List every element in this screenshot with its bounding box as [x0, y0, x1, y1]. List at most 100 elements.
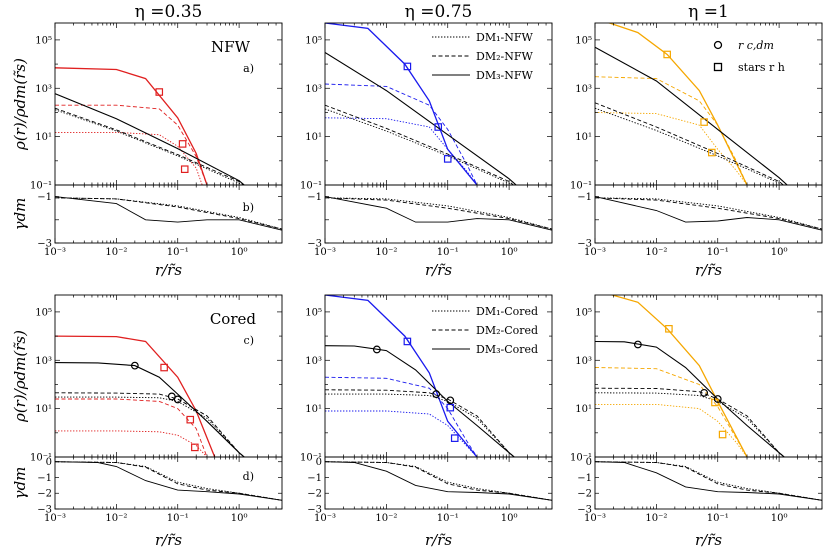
- dm-curve: [55, 109, 243, 185]
- x-tick-label: 10⁻³: [584, 247, 606, 258]
- stars-curve: [595, 403, 748, 457]
- stars-rh-marker: [446, 403, 455, 412]
- dm-curve: [595, 387, 785, 457]
- gamma-tick-label: −2: [37, 489, 52, 500]
- gamma-tick-label: −3: [37, 505, 52, 516]
- stars-rh-marker: [450, 434, 459, 442]
- gamma-tick-label: 0: [46, 457, 52, 468]
- gamma-tick-label: 0: [316, 457, 322, 468]
- panel-tag-a: a): [243, 62, 254, 75]
- stars-rh-marker: [160, 363, 168, 372]
- stars-curve: [55, 430, 208, 457]
- rho-y-label-1: ρ(r)/ρdm(r̃s): [11, 330, 29, 423]
- stars-curve: [609, 295, 748, 457]
- rho-tick-label: 10⁵: [305, 35, 322, 46]
- x-tick-label: 10⁻²: [105, 513, 127, 524]
- rho-frame: [324, 22, 553, 186]
- dm-curve: [55, 392, 245, 457]
- rho-tick-label: 10⁻¹: [30, 453, 52, 464]
- panel-tag-d: d): [243, 470, 254, 483]
- panel-tag-b: b): [243, 201, 254, 214]
- gamma-curve: [325, 196, 552, 231]
- legend-label: DM₃-Cored: [476, 343, 538, 356]
- gamma-curve: [325, 197, 552, 230]
- x-axis-label: r/r̃s: [425, 531, 452, 549]
- rho-frame: [594, 22, 823, 186]
- gamma-tick-label: −3: [577, 239, 592, 250]
- gamma-curve: [595, 197, 822, 230]
- dm-curve: [595, 340, 786, 457]
- legend-label: DM₁-Cored: [476, 305, 538, 318]
- rho-tick-label: 10¹: [35, 404, 52, 415]
- legend-label: DM₂-NFW: [476, 50, 533, 63]
- stars-rh-marker: [663, 50, 671, 59]
- rho-tick-label: 10³: [35, 356, 52, 367]
- dm-curve: [595, 102, 785, 185]
- panel-tag-c: c): [244, 334, 254, 347]
- rho-tick-label: 10³: [305, 356, 322, 367]
- x-tick-label: 10⁻¹: [707, 513, 729, 524]
- x-tick-label: 10⁻¹: [707, 247, 729, 258]
- rho-tick-label: 10⁻¹: [570, 453, 592, 464]
- stars-curve: [325, 376, 478, 457]
- x-tick-label: 10⁰: [771, 513, 788, 524]
- core-radius-marker: [633, 340, 642, 349]
- x-tick-label: 10⁻²: [375, 247, 397, 258]
- dm-curve: [325, 393, 515, 457]
- rho-y-label-0: ρ(r)/ρdm(r̃s): [11, 58, 29, 151]
- stars-rh-marker: [155, 88, 164, 96]
- gamma-y-label-1: γdm: [11, 467, 29, 500]
- panel-5: 10⁻³ 10⁻² 10⁻¹ 10⁰ 10⁻¹ 10¹ 10³ 10⁵ 0 −1 −2 −3 r/r̃s: [570, 294, 823, 549]
- dm-curve: [325, 104, 515, 185]
- rho-tick-label: 10³: [305, 84, 322, 95]
- rho-tick-label: 10⁻¹: [300, 453, 322, 464]
- panel-1: 10⁻³ 10⁻² 10⁻¹ 10⁰ 10⁻¹ 10¹ 10³ 10⁵ −1 −3 r/r̃s: [300, 22, 553, 279]
- dm-curve: [325, 345, 516, 457]
- gamma-tick-label: −1: [307, 473, 322, 484]
- panel-3: 10⁻³ 10⁻² 10⁻¹ 10⁰ 10⁻¹ 10¹ 10³ 10⁵ 0 −1 −2 −3 r/r̃s: [30, 294, 283, 549]
- x-tick-label: 10⁻¹: [167, 513, 189, 524]
- rho-tick-label: 10¹: [305, 404, 322, 415]
- panel-0: 10⁻³ 10⁻² 10⁻¹ 10⁰ 10⁻¹ 10¹ 10³ 10⁵ −1 −3 r/r̃s: [30, 22, 283, 279]
- column-title-1: η =0.75: [405, 2, 473, 22]
- rho-tick-label: 10¹: [35, 132, 52, 143]
- gamma-y-label-0: γdm: [11, 198, 29, 231]
- x-tick-label: 10⁻²: [645, 247, 667, 258]
- core-radius-marker: [713, 395, 722, 403]
- gamma-curve: [595, 461, 822, 501]
- x-tick-label: 10⁰: [501, 513, 518, 524]
- stars-rh-marker: [434, 123, 443, 131]
- x-axis-label: r/r̃s: [695, 261, 722, 279]
- rho-tick-label: 10⁻¹: [300, 181, 322, 192]
- gamma-tick-label: −1: [577, 192, 592, 203]
- stars-curve: [325, 23, 478, 185]
- stars-curve: [55, 104, 208, 185]
- rho-tick-label: 10³: [575, 84, 592, 95]
- x-tick-label: 10⁰: [771, 247, 788, 258]
- stars-curve: [55, 398, 208, 457]
- x-tick-label: 10⁻¹: [437, 513, 459, 524]
- legend-label: DM₃-NFW: [476, 69, 533, 82]
- rho-tick-label: 10⁵: [575, 35, 592, 46]
- legend-label: DM₁-NFW: [476, 31, 533, 44]
- x-axis-label: r/r̃s: [155, 531, 182, 549]
- stars-rh-marker: [665, 325, 673, 333]
- gamma-tick-label: −3: [307, 239, 322, 250]
- gamma-curve: [595, 196, 822, 231]
- gamma-curve: [55, 461, 282, 501]
- stars-curve: [325, 295, 478, 457]
- stars-curve: [55, 335, 216, 457]
- gamma-curve: [55, 197, 282, 230]
- x-axis-label: r/r̃s: [695, 531, 722, 549]
- gamma-tick-label: −2: [577, 489, 592, 500]
- gamma-frame: [594, 184, 823, 244]
- x-tick-label: 10⁻²: [375, 513, 397, 524]
- x-tick-label: 10⁻¹: [437, 247, 459, 258]
- x-tick-label: 10⁰: [231, 247, 248, 258]
- legend-label: DM₂-Cored: [476, 324, 538, 337]
- x-axis-label: r/r̃s: [155, 261, 182, 279]
- rho-tick-label: 10³: [35, 84, 52, 95]
- stars-rh-marker: [191, 443, 199, 452]
- dm-curve: [55, 93, 246, 185]
